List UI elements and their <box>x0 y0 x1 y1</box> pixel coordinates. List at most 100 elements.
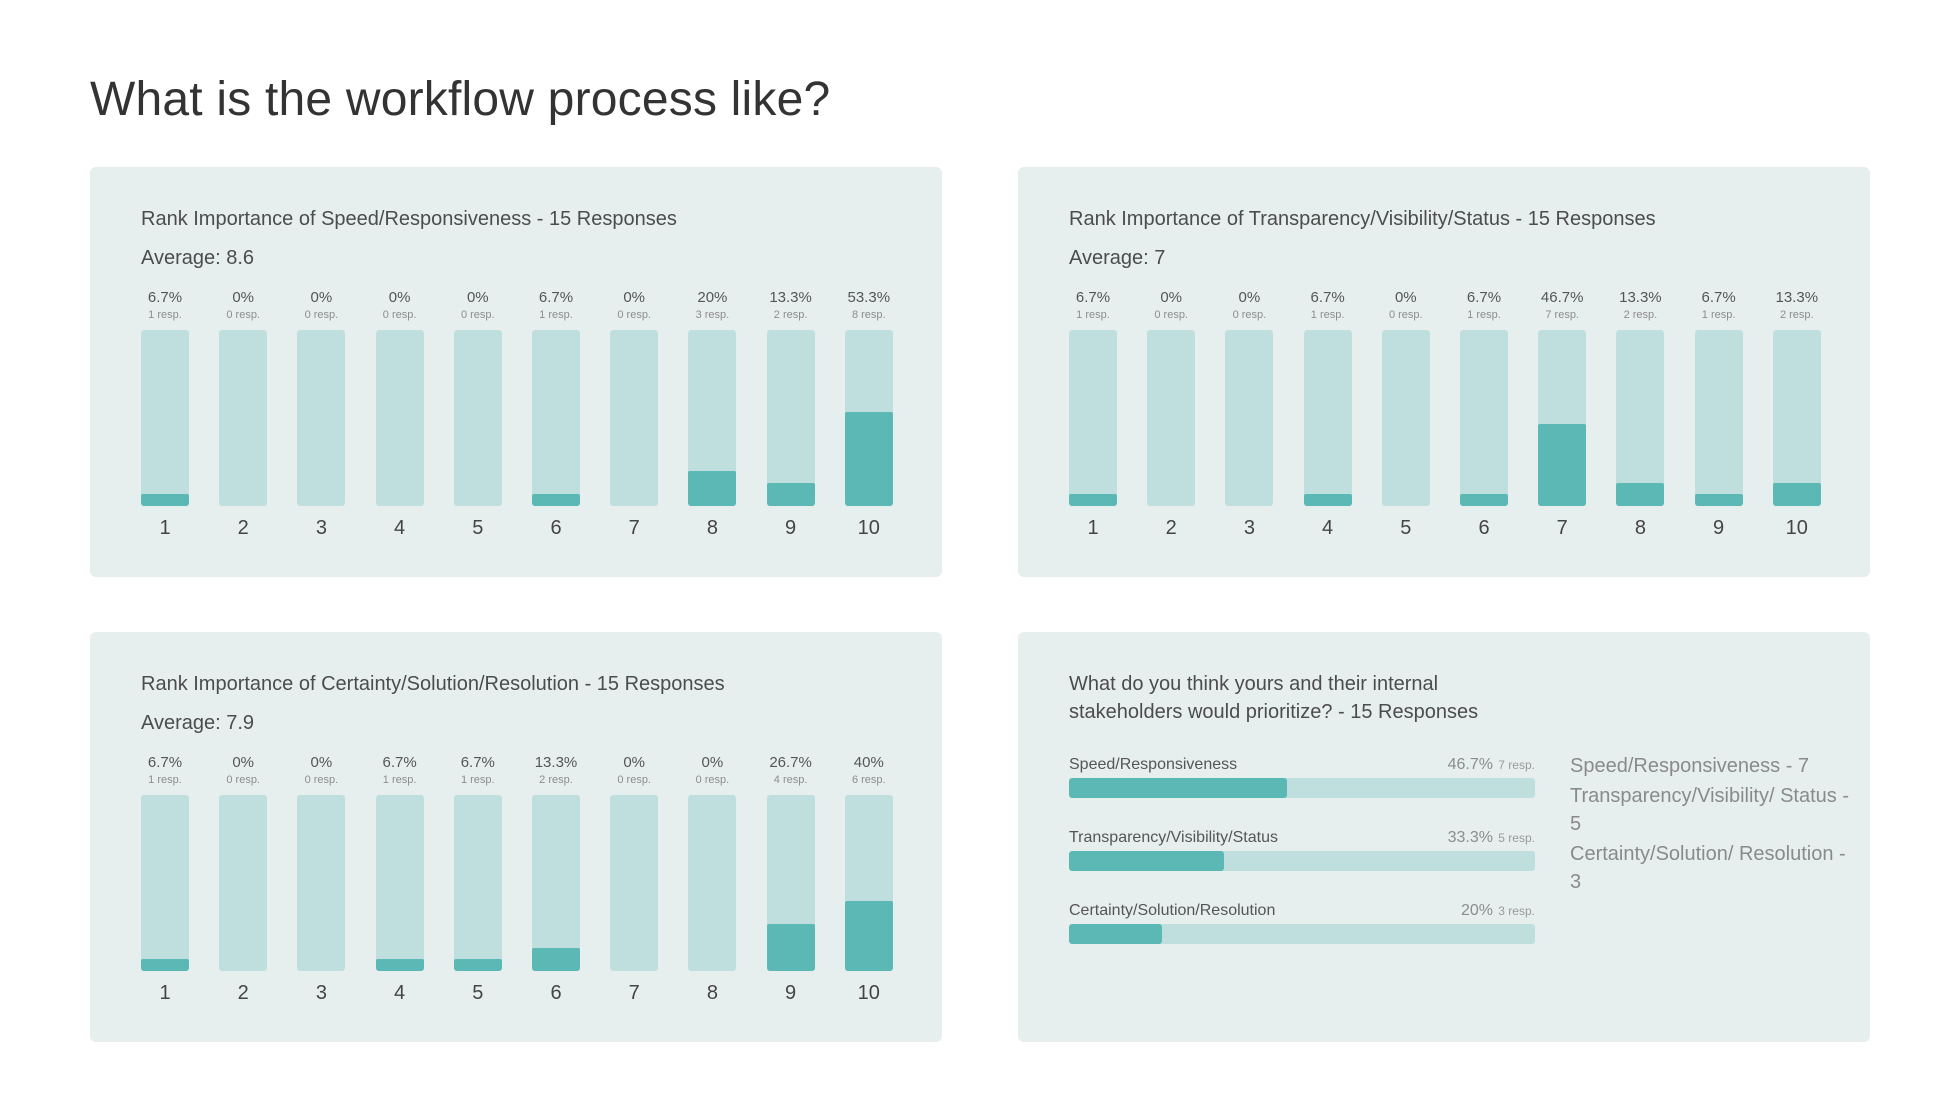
bar-column: 0% 0 resp. 4 <box>375 289 424 539</box>
priority-note: Certainty/Solution/ Resolution - 3 <box>1570 843 1846 893</box>
bar-response-count: 0 resp. <box>617 309 651 321</box>
bar-value-label: 53.3% <box>847 289 891 306</box>
bar-column: 0% 0 resp. 2 <box>219 754 268 1004</box>
bar-response-count: 0 resp. <box>382 309 417 321</box>
bar-track <box>766 330 815 506</box>
bar-value-label: 0% <box>310 754 333 771</box>
bar-column: 26.7% 4 resp. 9 <box>766 754 815 1004</box>
bar-chart: 6.7% 1 resp. 1 0% 0 resp. 2 0% 0 resp. 3 6.7% 1 re… <box>1069 289 1829 539</box>
bar-response-count: 1 resp. <box>1701 309 1736 321</box>
x-tick-label: 9 <box>785 517 797 539</box>
bar-value-label: 13.3% <box>1775 289 1819 306</box>
bar-track <box>610 330 659 506</box>
x-tick-label: 7 <box>1556 517 1568 539</box>
bar-value-label: 0% <box>466 289 489 306</box>
priority-notes: Speed/Responsiveness - 7 Transparency/Vi… <box>1570 752 1850 898</box>
hbar-response-count: 3 resp. <box>1494 904 1535 918</box>
x-tick-label: 8 <box>706 517 718 539</box>
x-tick-label: 6 <box>550 517 562 539</box>
bar <box>141 959 189 971</box>
bar-value-label: 0% <box>701 754 724 771</box>
bar <box>1303 494 1352 506</box>
hbar-response-count: 7 resp. <box>1494 758 1535 772</box>
card-title: Rank Importance of Speed/Responsiveness … <box>141 208 677 230</box>
hbar-row: Transparency/Visibility/Status 33.3% 5 re… <box>1069 829 1535 879</box>
x-tick-label: 2 <box>1165 517 1177 539</box>
bar-track <box>219 330 268 506</box>
bar-response-count: 2 resp. <box>539 774 573 786</box>
x-tick-label: 10 <box>857 517 880 539</box>
hbar-category-label: Speed/Responsiveness <box>1069 756 1238 773</box>
bar-track <box>453 795 502 971</box>
bar <box>1538 423 1587 506</box>
bar-response-count: 0 resp. <box>226 309 260 321</box>
x-tick-label: 6 <box>550 982 562 1004</box>
bar-column: 13.3% 2 resp. 8 <box>1616 289 1665 539</box>
bar-value-label: 0% <box>1238 289 1261 306</box>
card-title: Rank Importance of Certainty/Solution/Re… <box>141 673 725 695</box>
bar-column: 6.7% 1 resp. 1 <box>141 289 189 539</box>
bar <box>141 494 189 506</box>
bar-track <box>1538 330 1587 506</box>
certainty-rank-card: Rank Importance of Certainty/Solution/Re… <box>90 632 942 1042</box>
x-tick-label: 4 <box>394 982 406 1004</box>
bar <box>1772 482 1821 506</box>
bar-track <box>141 330 189 506</box>
transparency-rank-card: Rank Importance of Transparency/Visibili… <box>1018 167 1870 577</box>
bar-value-label: 0% <box>1394 289 1417 306</box>
x-tick-label: 1 <box>1087 517 1099 539</box>
hbar-track <box>1069 851 1535 871</box>
average-label: Average: 8.6 <box>141 247 255 269</box>
x-tick-label: 5 <box>472 982 484 1004</box>
bar-response-count: 8 resp. <box>851 309 886 321</box>
bar-track <box>219 795 268 971</box>
x-tick-label: 9 <box>1713 517 1725 539</box>
bar-track <box>375 330 424 506</box>
bar-response-count: 6 resp. <box>851 774 886 786</box>
bar-column: 53.3% 8 resp. 10 <box>844 289 893 539</box>
bar-column: 0% 0 resp. 7 <box>610 289 659 539</box>
x-tick-label: 8 <box>1634 517 1646 539</box>
card-title: What do you think yours and their intern… <box>1069 673 1479 723</box>
bar-column: 6.7% 1 resp. 1 <box>141 754 189 1004</box>
bar-track <box>297 795 346 971</box>
bar-column: 6.7% 1 resp. 5 <box>453 754 502 1004</box>
bar-chart: 6.7% 1 resp. 1 0% 0 resp. 2 0% 0 resp. 3 6.7% 1 re… <box>141 754 901 1004</box>
x-tick-label: 6 <box>1478 517 1490 539</box>
bar-value-label: 6.7% <box>538 289 574 306</box>
bar-column: 13.3% 2 resp. 10 <box>1772 289 1821 539</box>
hbar-value-label: 46.7% 7 resp. <box>1448 756 1535 774</box>
speed-rank-card: Rank Importance of Speed/Responsiveness … <box>90 167 942 577</box>
bar <box>844 900 893 971</box>
bar-response-count: 1 resp. <box>148 774 182 786</box>
bar-column: 0% 0 resp. 5 <box>1381 289 1430 539</box>
bar <box>1069 494 1117 506</box>
bar <box>1616 482 1665 506</box>
bar-column: 0% 0 resp. 7 <box>610 754 659 1004</box>
bar <box>766 482 815 506</box>
hbar-percent: 20% <box>1460 902 1493 919</box>
bar-value-label: 0% <box>310 289 333 306</box>
x-tick-label: 9 <box>785 982 797 1004</box>
x-tick-label: 3 <box>315 982 327 1004</box>
bar-response-count: 7 resp. <box>1545 309 1579 321</box>
bar-track <box>1225 330 1274 506</box>
x-tick-label: 4 <box>1322 517 1334 539</box>
bar-response-count: 1 resp. <box>460 774 495 786</box>
bar <box>844 412 893 506</box>
bar-value-label: 6.7% <box>1310 289 1345 306</box>
bar-value-label: 13.3% <box>769 289 812 306</box>
hbar-category-label: Certainty/Solution/Resolution <box>1069 902 1276 919</box>
bar-track <box>453 330 502 506</box>
bar-column: 0% 0 resp. 2 <box>219 289 268 539</box>
bar-response-count: 1 resp. <box>1467 309 1501 321</box>
bar-track <box>141 795 189 971</box>
bar-value-label: 46.7% <box>1540 289 1584 306</box>
bar-column: 0% 0 resp. 3 <box>297 289 346 539</box>
bar-value-label: 0% <box>623 754 646 771</box>
bar-track <box>1772 330 1821 506</box>
bar-column: 13.3% 2 resp. 6 <box>532 754 580 1004</box>
bar-track <box>844 330 893 506</box>
bar <box>532 494 580 506</box>
bar <box>1694 494 1743 506</box>
